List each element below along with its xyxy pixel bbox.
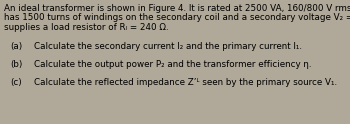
Text: (b): (b) [10,60,22,69]
Text: (c): (c) [10,78,22,87]
Text: Calculate the reflected impedance Z’ᴸ seen by the primary source V₁.: Calculate the reflected impedance Z’ᴸ se… [34,78,337,87]
Text: has 1500 turns of windings on the secondary coil and a secondary voltage V₂ = 72: has 1500 turns of windings on the second… [4,14,350,22]
Text: Calculate the secondary current I₂ and the primary current I₁.: Calculate the secondary current I₂ and t… [34,42,302,51]
Text: Calculate the output power P₂ and the transformer efficiency η.: Calculate the output power P₂ and the tr… [34,60,312,69]
Text: An ideal transformer is shown in Figure 4. It is rated at 2500 VA, 160/800 V rms: An ideal transformer is shown in Figure … [4,4,350,13]
Text: (a): (a) [10,42,22,51]
Text: supplies a load resistor of Rₗ = 240 Ω.: supplies a load resistor of Rₗ = 240 Ω. [4,23,169,32]
